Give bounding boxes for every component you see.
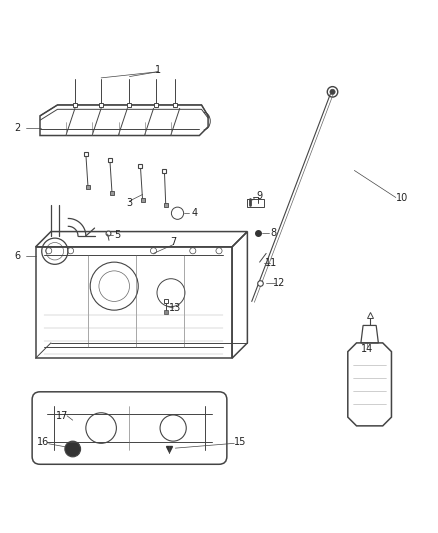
Text: 15: 15 (234, 437, 246, 447)
Text: 5: 5 (115, 230, 121, 240)
Circle shape (330, 89, 335, 94)
Text: 16: 16 (37, 437, 49, 447)
Bar (35, 247, 232, 358)
Text: 3: 3 (127, 198, 133, 208)
Circle shape (65, 441, 81, 457)
Text: 12: 12 (273, 278, 286, 288)
Text: 17: 17 (56, 411, 68, 421)
Text: 2: 2 (14, 123, 21, 133)
Text: 6: 6 (14, 251, 20, 261)
Text: 1: 1 (155, 65, 161, 75)
Bar (247, 199, 264, 207)
Text: 13: 13 (169, 303, 181, 313)
Text: 9: 9 (256, 191, 262, 201)
Text: 7: 7 (170, 238, 176, 247)
Text: 4: 4 (192, 208, 198, 218)
Text: 14: 14 (361, 344, 374, 354)
Text: 8: 8 (271, 228, 277, 238)
Text: 10: 10 (396, 192, 409, 203)
Text: 11: 11 (265, 258, 278, 268)
